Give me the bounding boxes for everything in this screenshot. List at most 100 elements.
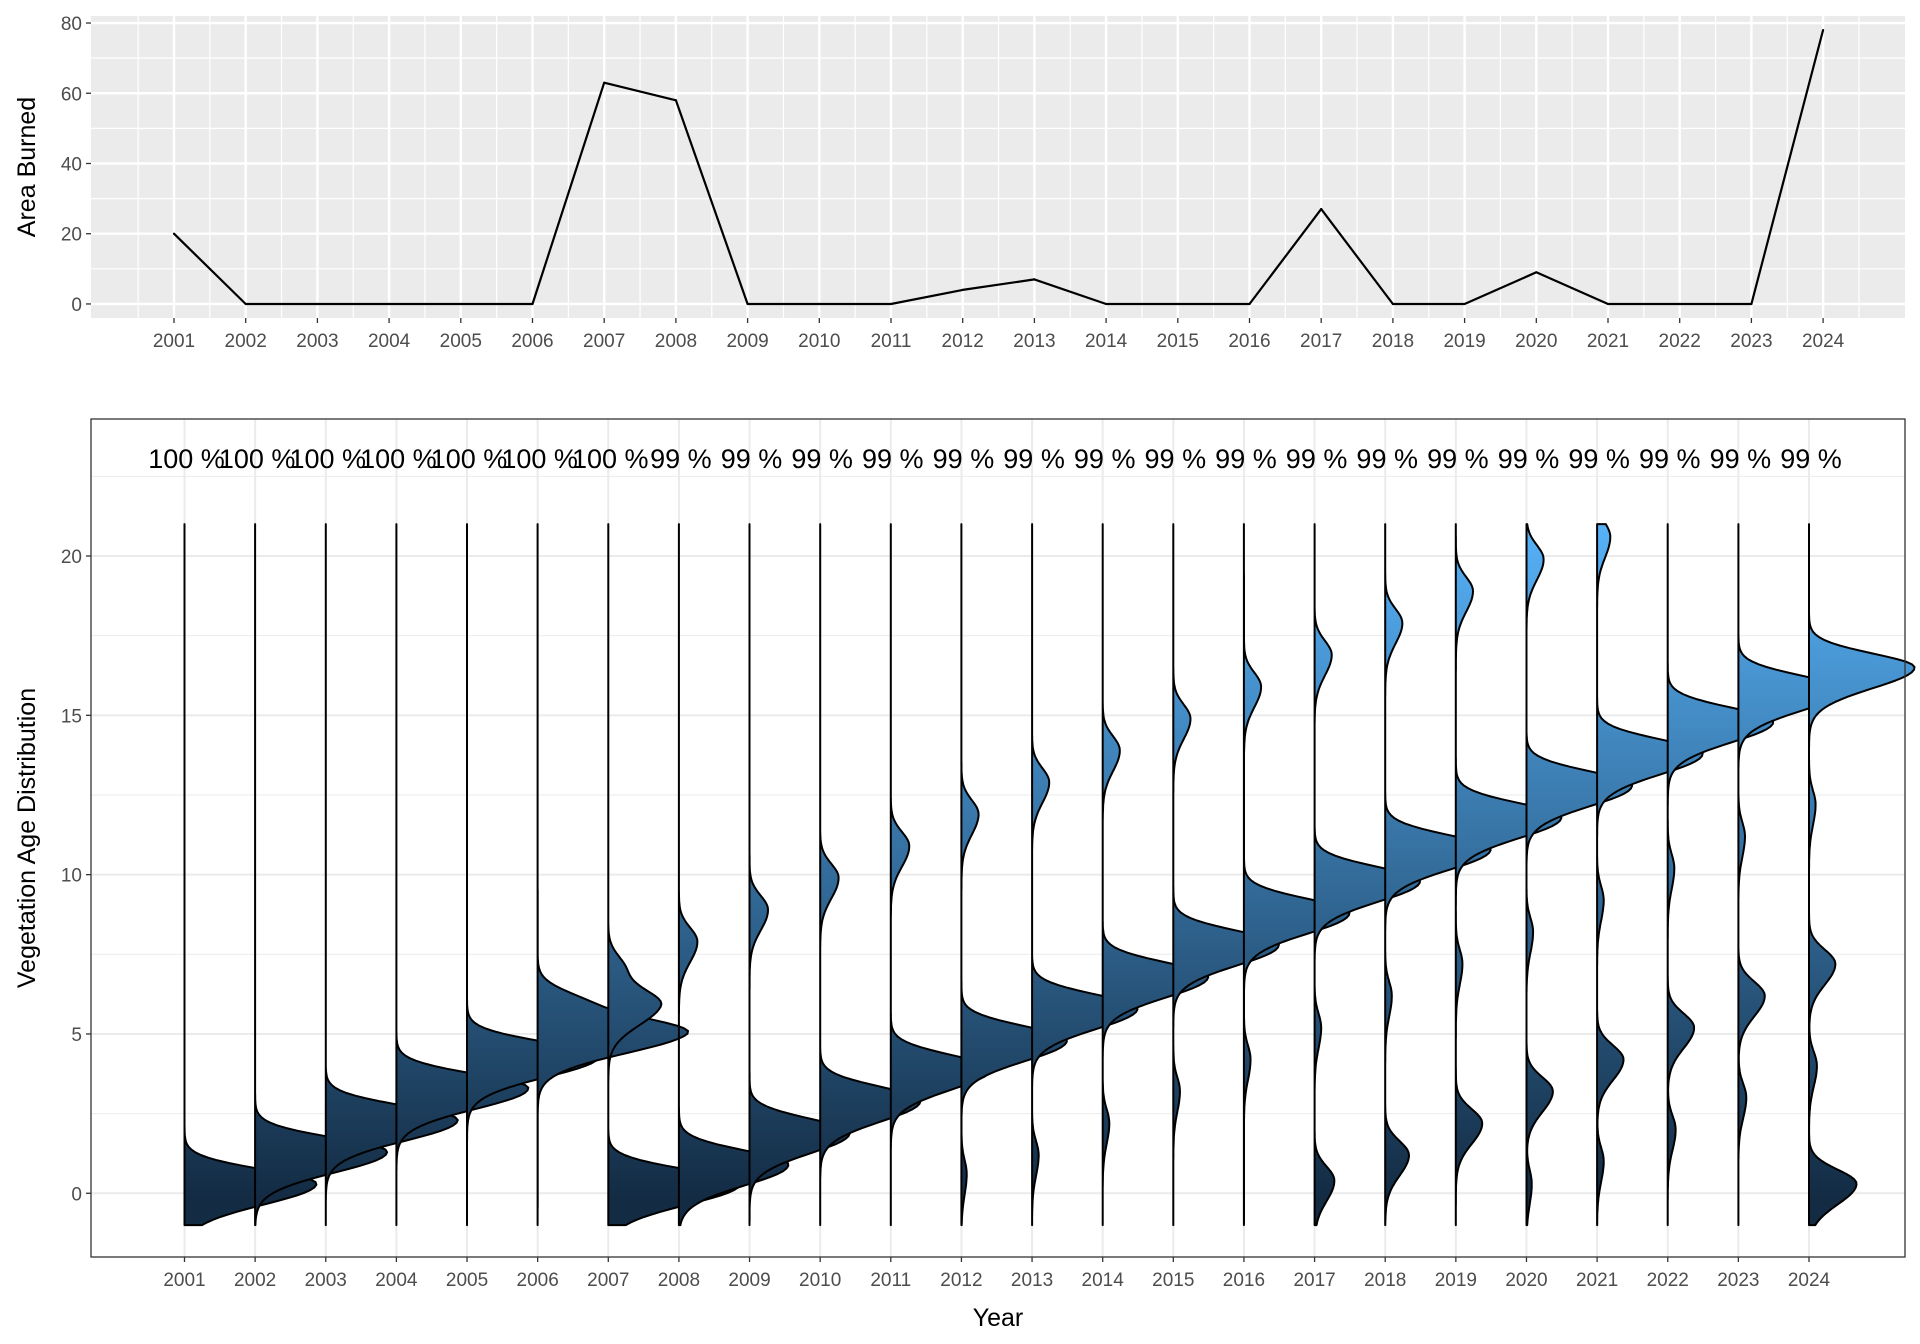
vegetation-age-x-axis: 2001 2002 2003 2004 2005 2006 2007 2008 2009 2010… xyxy=(163,1257,1831,1291)
x-tick-label: 2023 xyxy=(1730,331,1772,352)
x-tick-label: 2014 xyxy=(1082,1270,1125,1291)
vegetation-density-2020 xyxy=(1525,523,1634,1227)
area-burned-point xyxy=(531,302,534,306)
vegetation-age-y-label: Vegetation Age Distribution xyxy=(13,688,41,988)
x-tick-label: 2011 xyxy=(870,1270,911,1291)
x-tick-label: 2009 xyxy=(726,331,768,352)
area-burned-point xyxy=(1535,271,1538,274)
vegetation-density-2013 xyxy=(1031,523,1139,1227)
area-burned-point xyxy=(316,302,319,306)
y-tick-label: 20 xyxy=(61,547,82,568)
vegetation-density-2008 xyxy=(677,523,790,1227)
percent-label: 100 % xyxy=(148,444,225,474)
percent-label: 99 % xyxy=(721,444,783,474)
percent-label: 100 % xyxy=(501,444,578,474)
x-tick-label: 2008 xyxy=(658,1270,700,1291)
vegetation-density-2011 xyxy=(889,523,993,1227)
vegetation-density-2001 xyxy=(183,523,318,1227)
x-tick-label: 2016 xyxy=(1223,1270,1265,1291)
area-burned-point xyxy=(961,288,964,292)
percent-label: 99 % xyxy=(1074,444,1136,474)
x-tick-label: 2019 xyxy=(1443,331,1485,352)
x-tick-label: 2002 xyxy=(234,1270,276,1291)
area-burned-point xyxy=(1822,28,1825,32)
x-tick-label: 2011 xyxy=(871,331,912,352)
y-tick-label: 20 xyxy=(61,225,82,246)
area-burned-point xyxy=(172,232,176,235)
x-tick-label: 2009 xyxy=(728,1270,770,1291)
vegetation-density-2024 xyxy=(1808,523,1916,1227)
x-tick-label: 2005 xyxy=(446,1270,488,1291)
percent-label: 100 % xyxy=(572,444,649,474)
percent-label: 99 % xyxy=(650,444,712,474)
percent-label: 100 % xyxy=(289,444,366,474)
x-tick-label: 2003 xyxy=(296,331,338,352)
x-tick-label: 2022 xyxy=(1647,1270,1689,1291)
x-tick-label: 2020 xyxy=(1515,331,1557,352)
vegetation-age-panel-border xyxy=(90,418,1906,1258)
percent-label: 99 % xyxy=(1003,444,1065,474)
percent-label: 99 % xyxy=(791,444,853,474)
x-tick-label: 2007 xyxy=(587,1270,629,1291)
vegetation-density-2007 xyxy=(607,523,742,1227)
area-burned-point xyxy=(459,302,462,306)
area-burned-point xyxy=(1248,302,1251,306)
area-burned-y-label: Area Burned xyxy=(13,97,41,237)
x-tick-label: 2020 xyxy=(1505,1270,1547,1291)
x-tick-label: 2006 xyxy=(511,331,553,352)
x-tick-label: 2010 xyxy=(798,331,840,352)
vegetation-age-y-axis: 0 5 10 15 20 xyxy=(61,547,91,1205)
x-tick-label: 2006 xyxy=(517,1270,559,1291)
area-burned-point xyxy=(1320,208,1323,211)
x-tick-label: 2004 xyxy=(375,1270,418,1291)
area-burned-y-axis: 0 20 40 60 80 xyxy=(61,14,91,316)
vegetation-density-2006 xyxy=(536,523,689,1227)
area-burned-point xyxy=(1606,302,1610,306)
percent-label: 100 % xyxy=(219,444,296,474)
percent-label: 99 % xyxy=(1286,444,1348,474)
x-tick-label: 2002 xyxy=(225,331,267,352)
x-tick-label: 2007 xyxy=(583,331,625,352)
x-tick-label: 2019 xyxy=(1435,1270,1477,1291)
vegetation-density-2018 xyxy=(1384,523,1492,1227)
x-tick-label: 2024 xyxy=(1788,1270,1831,1291)
percent-label: 100 % xyxy=(360,444,437,474)
x-tick-label: 2015 xyxy=(1157,331,1199,352)
y-tick-label: 5 xyxy=(71,1025,82,1046)
vegetation-age-percent-labels: 100 %100 %100 %100 %100 %100 %100 % 99 % 9… xyxy=(148,444,1842,474)
x-tick-label: 2018 xyxy=(1372,331,1414,352)
x-tick-label: 2015 xyxy=(1152,1270,1194,1291)
percent-label: 99 % xyxy=(1356,444,1418,474)
x-tick-label: 2024 xyxy=(1802,331,1845,352)
x-tick-label: 2021 xyxy=(1576,1270,1618,1291)
x-tick-label: 2013 xyxy=(1011,1270,1053,1291)
y-tick-label: 60 xyxy=(61,84,82,105)
vegetation-age-chart: 100 %100 %100 %100 %100 %100 %100 % 99 % 9… xyxy=(13,418,1916,1332)
x-tick-label: 2013 xyxy=(1013,331,1055,352)
vegetation-density-2002 xyxy=(254,523,389,1227)
area-burned-point xyxy=(388,302,391,306)
vegetation-age-x-label: Year xyxy=(973,1304,1024,1332)
y-tick-label: 10 xyxy=(61,866,82,887)
percent-label: 100 % xyxy=(431,444,508,474)
percent-label: 99 % xyxy=(1427,444,1489,474)
area-burned-point xyxy=(1678,302,1681,306)
percent-label: 99 % xyxy=(862,444,924,474)
area-burned-point xyxy=(1391,302,1394,306)
area-burned-point xyxy=(603,81,606,84)
percent-label: 99 % xyxy=(933,444,995,474)
percent-label: 99 % xyxy=(1568,444,1630,474)
x-tick-label: 2004 xyxy=(368,331,411,352)
vegetation-density-2010 xyxy=(819,523,922,1227)
x-tick-label: 2016 xyxy=(1228,331,1270,352)
area-burned-point xyxy=(1463,302,1466,306)
y-tick-label: 80 xyxy=(61,14,82,35)
area-burned-line xyxy=(173,29,1825,306)
x-tick-label: 2017 xyxy=(1300,331,1342,352)
x-tick-label: 2001 xyxy=(153,331,195,352)
area-burned-point xyxy=(1176,302,1179,306)
x-tick-label: 2012 xyxy=(942,331,984,352)
x-tick-label: 2014 xyxy=(1085,331,1128,352)
